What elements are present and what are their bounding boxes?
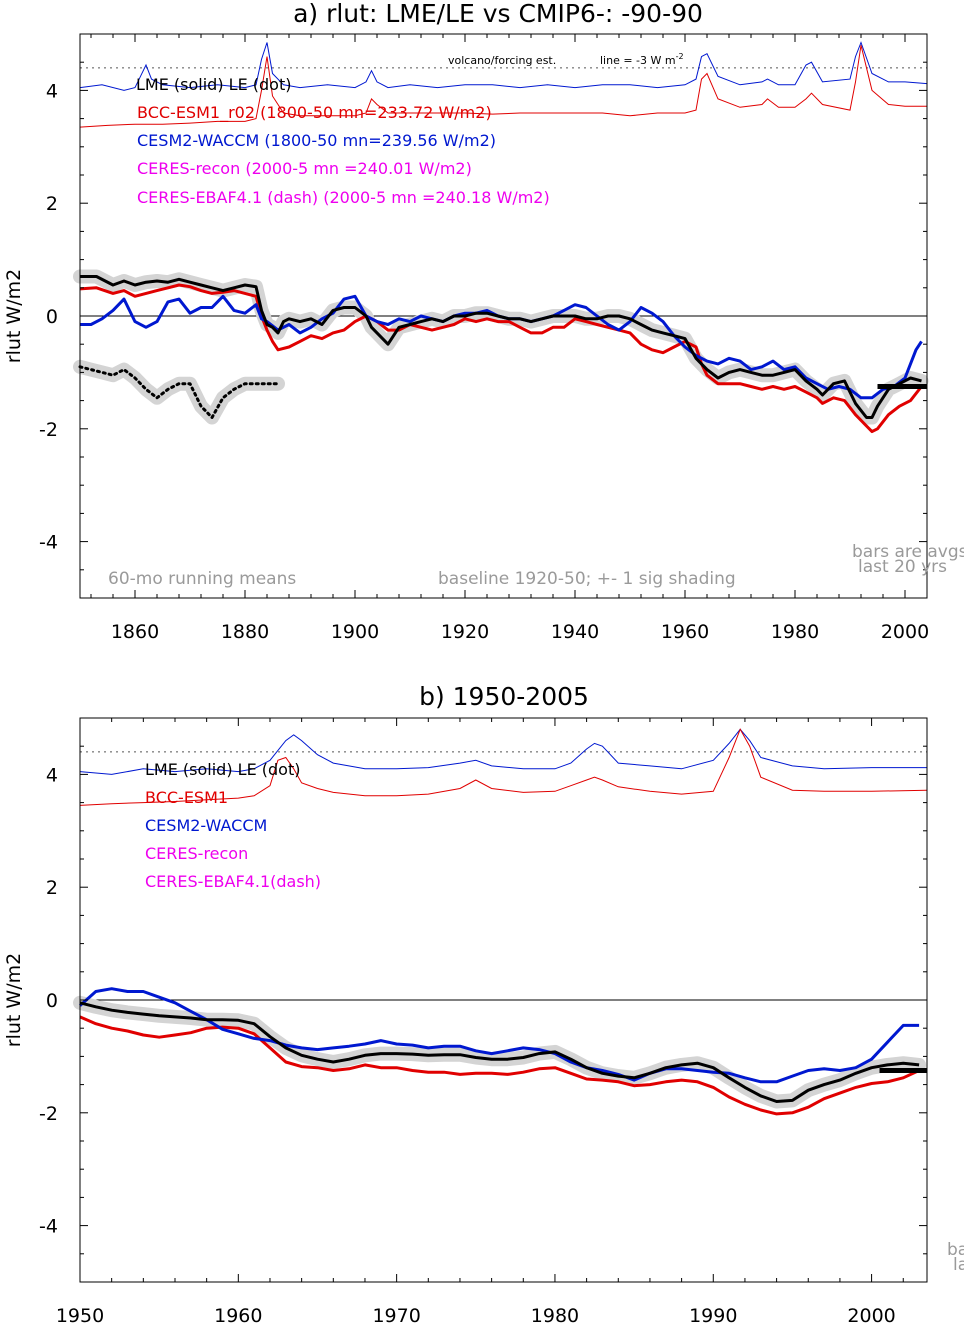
panel-b-series-cesm2-waccm xyxy=(79,987,920,1084)
panel-b-title: b) 1950-2005 xyxy=(419,682,589,711)
panel-b-forcing-bcc-esm1 xyxy=(79,728,928,806)
panel-a-line-note: line = -3 W m-2 xyxy=(600,52,684,67)
panel-b-legend-header: LME (solid) LE (dot) xyxy=(145,760,300,779)
panel-b-xtick-label: 1970 xyxy=(372,1305,420,1325)
panel-a-xtick-label: 1900 xyxy=(331,621,379,643)
panel-a-xtick-label: 1860 xyxy=(111,621,159,643)
panel-a-title: a) rlut: LME/LE vs CMIP6-: -90-90 xyxy=(293,0,703,28)
panel-a-xtick-label: 1940 xyxy=(551,621,599,643)
panel-a-xtick-label: 2000 xyxy=(881,621,929,643)
panel-a-ytick-label: 2 xyxy=(46,193,58,215)
panel-b-xtick-label: 1950 xyxy=(56,1305,104,1325)
panel-b-legend-ceres-recon: CERES-recon xyxy=(145,844,248,863)
panel-a-xtick-label: 1880 xyxy=(221,621,269,643)
panel-a-bars-note-1: bars are avgs xyxy=(852,542,964,562)
panel-a-legend-bcc: BCC-ESM1_r02 (1800-50 mn=233.72 W/m2) xyxy=(137,103,492,123)
panel-a-plot-area: 4 2 0 -2 -4 1860 1880 1900 1920 1940 1960 1980 2000 xyxy=(39,33,929,643)
panel-a-forcing-bcc-esm1 xyxy=(79,45,927,128)
panel-b-legend-cesm2: CESM2-WACCM xyxy=(145,816,267,835)
panel-b-xtick-label: 2000 xyxy=(847,1305,895,1325)
panel-b-legend-bcc: BCC-ESM1 xyxy=(145,788,228,807)
panel-b-ytick-label: -4 xyxy=(39,1216,58,1238)
panel-a-series-bcc-esm1_r02 xyxy=(79,283,923,434)
panel-a-legend-ceres-recon: CERES-recon (2000-5 mn =240.01 W/m2) xyxy=(137,159,472,178)
panel-a-forcing-cesm2-waccm xyxy=(79,41,928,91)
panel-a-ylabel: rlut W/m2 xyxy=(3,269,25,363)
panel-a-running-mean-note: 60-mo running means xyxy=(108,569,296,589)
panel-a-ytick-label: -2 xyxy=(39,419,58,441)
panel-a-ytick-label: 4 xyxy=(46,80,58,102)
panel-a-legend-ceres-ebaf: CERES-EBAF4.1 (dash) (2000-5 mn =240.18 … xyxy=(137,188,550,207)
panel-b-series-lme xyxy=(79,1001,920,1103)
panel-b-bars-note-1: ba xyxy=(947,1240,964,1260)
panel-a-bars-note-2: last 20 yrs xyxy=(858,557,947,577)
panel-a-xtick-label: 1960 xyxy=(661,621,709,643)
panel-b-xtick-label: 1960 xyxy=(214,1305,262,1325)
panel-a-series-le xyxy=(78,365,280,419)
panel-a-baseline-note: baseline 1920-50; +- 1 sig shading xyxy=(438,569,736,589)
panel-b-xtick-label: 1990 xyxy=(689,1305,737,1325)
panel-a-series-lme xyxy=(80,275,922,419)
panel-b-ylabel: rlut W/m2 xyxy=(3,953,25,1047)
panel-a-xtick-label: 1920 xyxy=(441,621,489,643)
panel-a-shading-lme xyxy=(73,269,929,425)
panel-b-plot-area: 4 2 0 -2 -4 1950 1960 1970 1980 1990 2000 xyxy=(39,717,928,1325)
panel-b: 4 2 0 -2 -4 1950 1960 1970 1980 1990 2000 b) 1950-… xyxy=(3,682,964,1325)
panel-b-ytick-label: 2 xyxy=(46,877,58,899)
panel-b-bars-note-2: la xyxy=(953,1255,964,1275)
panel-a-legend-cesm2: CESM2-WACCM (1800-50 mn=239.56 W/m2) xyxy=(137,131,496,150)
panel-a-ytick-label: 0 xyxy=(46,306,58,328)
panel-b-ytick-label: 0 xyxy=(46,990,58,1012)
panel-b-xtick-label: 1980 xyxy=(531,1305,579,1325)
panel-b-legend-ceres-ebaf: CERES-EBAF4.1(dash) xyxy=(145,872,321,891)
panel-a-ytick-label: -4 xyxy=(39,532,58,554)
panel-b-ytick-label: 4 xyxy=(46,764,58,786)
panel-a-volcano-note: volcano/forcing est. xyxy=(448,54,556,67)
panel-b-ytick-label: -2 xyxy=(39,1103,58,1125)
panel-a-legend-header: LME (solid) LE (dot) xyxy=(136,75,291,94)
panel-a-xtick-label: 1980 xyxy=(771,621,819,643)
